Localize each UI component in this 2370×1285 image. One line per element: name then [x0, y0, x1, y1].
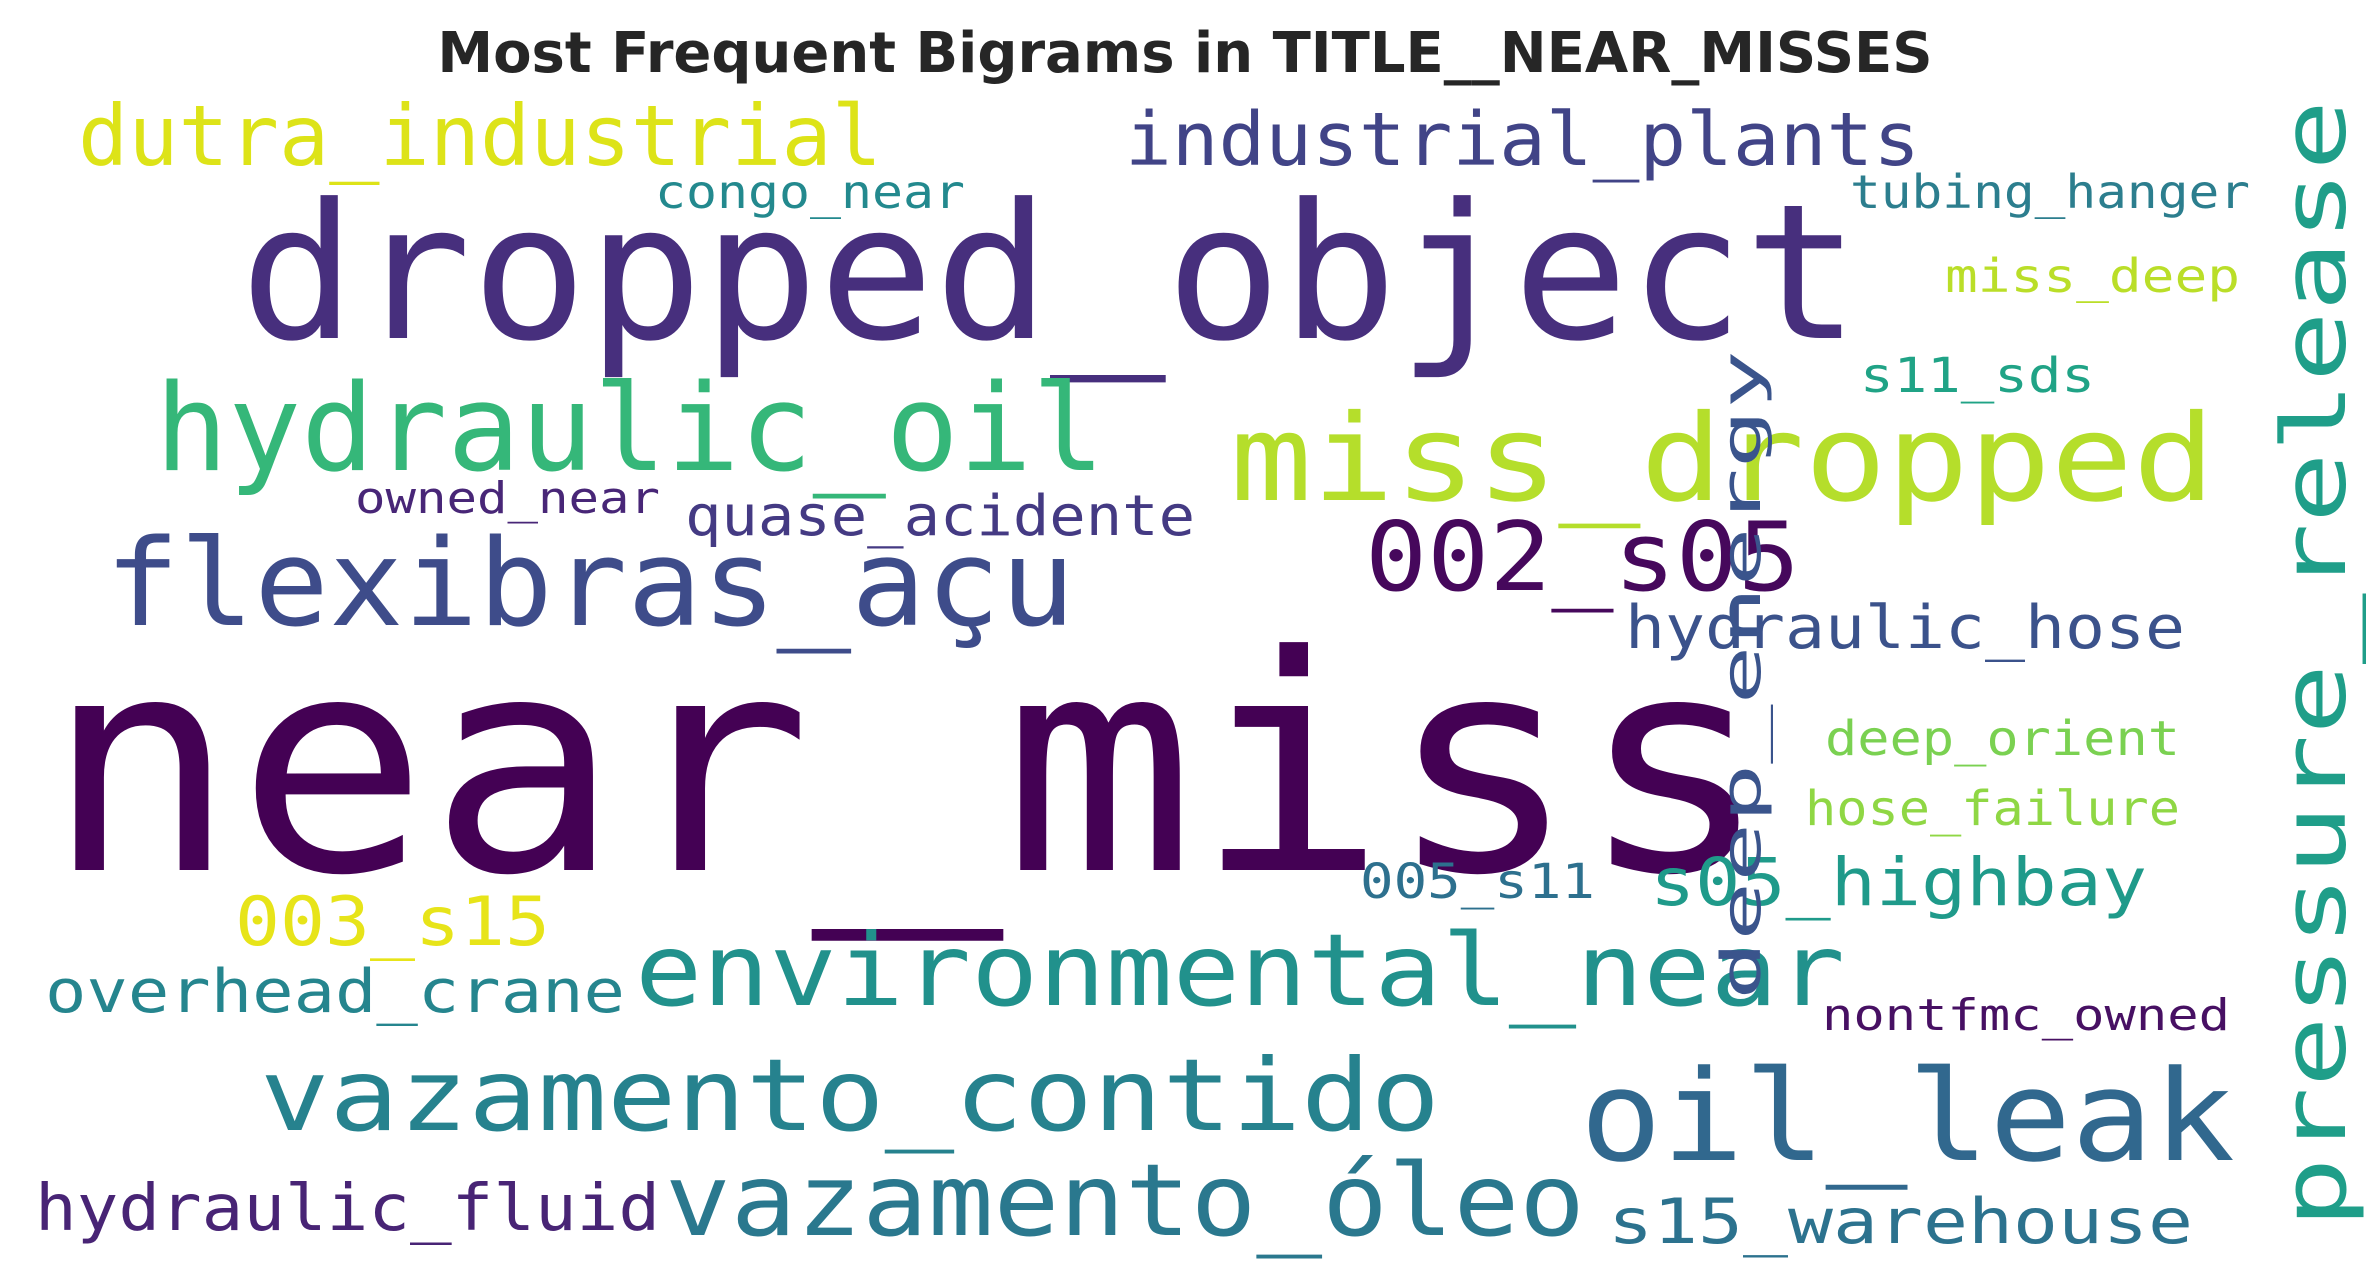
word-dutra-industrial: dutra_industrial	[78, 87, 882, 185]
word-hose-failure: hose_failure	[1805, 781, 2180, 837]
word-environmental-near: environmental_near	[635, 912, 1845, 1029]
word-oil-leak: oil_leak	[1580, 1043, 2235, 1190]
word-vazamento-oleo: vazamento_óleo	[665, 1142, 1585, 1259]
word-owned-near: owned_near	[355, 473, 660, 524]
word-flexibras-acu: flexibras_açu	[105, 515, 1075, 654]
word-congo-near: congo_near	[655, 165, 965, 219]
word-hydraulic-fluid: hydraulic_fluid	[35, 1172, 660, 1246]
word-hydraulic-hose: hydraulic_hose	[1625, 593, 2185, 663]
word-tubing-hanger: tubing_hanger	[1850, 165, 2250, 219]
chart-title: Most Frequent Bigrams in TITLE__NEAR_MIS…	[437, 21, 1933, 86]
word-005-s11: 005_s11	[1360, 854, 1595, 910]
word-vazamento-contido: vazamento_contido	[260, 1037, 1440, 1154]
word-003-s15: 003_s15	[235, 883, 550, 962]
word-s05-highbay: s05_highbay	[1650, 844, 2147, 921]
word-nontfmc-owned: nontfmc_owned	[1822, 990, 2230, 1041]
word-industrial-plants: industrial_plants	[1125, 97, 1920, 183]
word-s11-sds: s11_sds	[1860, 348, 2095, 404]
word-002-s05: 002_s05	[1365, 503, 1800, 613]
word-deep-energy: deep_energy	[1710, 350, 1773, 1000]
word-hydraulic-oil: hydraulic_oil	[155, 360, 1105, 499]
word-s15-warehouse: s15_warehouse	[1608, 1185, 2193, 1258]
word-pressure-release: pressure_release	[2263, 100, 2366, 1228]
word-deep-orient: deep_orient	[1825, 711, 2180, 767]
word-overhead-crane: overhead_crane	[45, 957, 625, 1027]
word-miss-dropped: miss_dropped	[1230, 390, 2215, 529]
word-near-miss: near_miss	[45, 592, 1770, 945]
word-quase-acidente: quase_acidente	[685, 484, 1195, 549]
word-dropped-object: dropped_object	[240, 164, 1860, 383]
word-miss-deep: miss_deep	[1945, 249, 2240, 303]
